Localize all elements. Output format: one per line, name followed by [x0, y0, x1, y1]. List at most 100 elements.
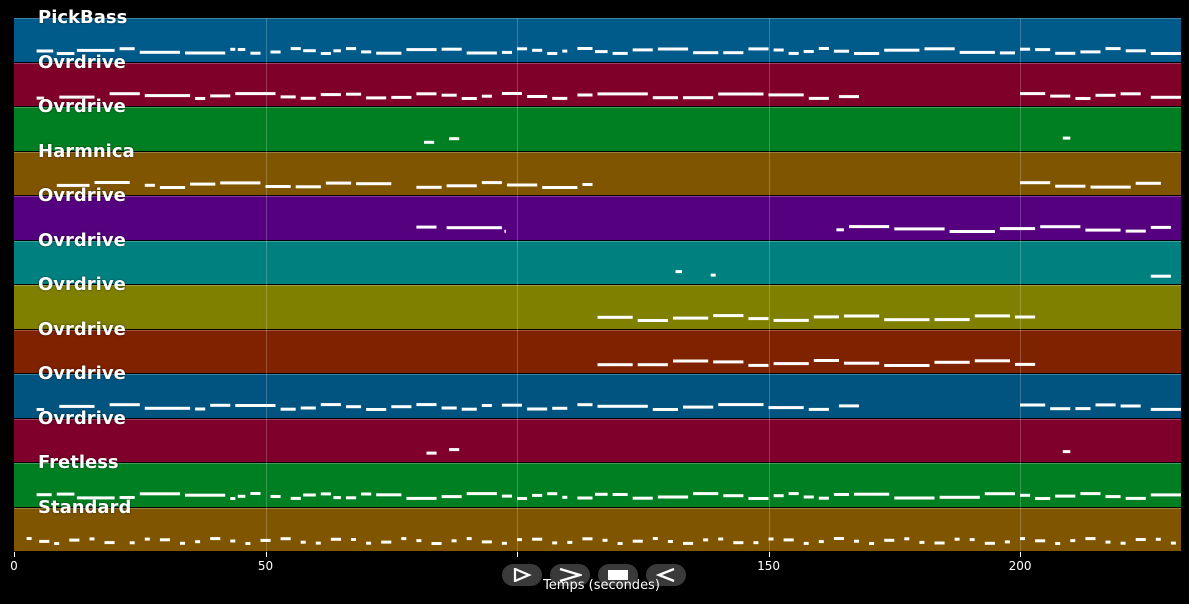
note-segment [416, 185, 442, 189]
note-segment [320, 52, 331, 55]
note-segment [582, 536, 593, 540]
note-segment [76, 48, 115, 52]
note-segment [315, 541, 321, 545]
note-segment [381, 540, 392, 544]
note-segment [119, 496, 135, 499]
play-button[interactable] [550, 564, 590, 586]
note-segment [818, 47, 829, 50]
note-segment [597, 315, 633, 319]
note-segment [1135, 537, 1146, 541]
track-row[interactable]: Ovrdrive [14, 319, 1181, 373]
note-segment [280, 407, 296, 411]
track-row[interactable]: Standard [14, 497, 1181, 551]
note-segment [333, 496, 341, 500]
note-segment [934, 318, 970, 322]
note-segment [104, 540, 115, 544]
note-segment [144, 93, 191, 97]
note-segment [693, 51, 719, 55]
note-segment [481, 404, 492, 407]
track-row[interactable]: Ovrdrive [14, 230, 1181, 284]
note-segment [346, 405, 362, 409]
note-segment [1070, 538, 1076, 542]
note-segment [1062, 136, 1071, 140]
note-segment [597, 91, 648, 95]
note-segment [431, 541, 442, 545]
track-row[interactable]: Ovrdrive [14, 275, 1181, 329]
play-selection-button[interactable] [502, 564, 542, 586]
note-segment [788, 492, 799, 496]
note-segment [366, 541, 372, 545]
track-label: Fretless [38, 452, 119, 473]
note-segment [250, 51, 261, 55]
note-segment [577, 47, 593, 50]
track-notes [424, 136, 1071, 144]
note-segment [1015, 362, 1036, 366]
note-segment [295, 184, 321, 188]
note-segment [833, 536, 844, 540]
note-segment [195, 539, 201, 543]
note-segment [813, 358, 839, 362]
note-segment [1050, 94, 1071, 98]
track-notes [597, 314, 1036, 322]
track-row[interactable]: Ovrdrive [14, 408, 1181, 462]
note-segment [1075, 96, 1091, 100]
note-segment [632, 496, 653, 500]
track-row[interactable]: Ovrdrive [14, 97, 1181, 151]
note-segment [466, 492, 497, 496]
note-segment [333, 49, 341, 53]
note-segment [1020, 536, 1025, 540]
rewind-button[interactable] [646, 564, 686, 586]
track-row[interactable]: Fretless [14, 453, 1181, 507]
note-segment [144, 183, 155, 187]
track-row[interactable]: Ovrdrive [14, 364, 1181, 418]
note-segment [1050, 407, 1071, 411]
note-segment [552, 406, 568, 410]
track-row[interactable]: Ovrdrive [14, 52, 1181, 106]
note-segment [1095, 93, 1116, 97]
track-row[interactable]: PickBass [14, 8, 1181, 62]
note-segment [159, 185, 186, 189]
note-segment [195, 407, 206, 411]
track-label: Harmnica [38, 140, 135, 162]
note-segment [235, 404, 276, 407]
track-plot-area[interactable]: PickBass Ovrdrive Ovrdrive Harmnica Ovrdrive… [14, 8, 1181, 552]
note-segment [854, 52, 880, 55]
note-segment [441, 495, 462, 499]
note-segment [768, 537, 774, 540]
note-segment [481, 539, 492, 543]
note-segment [673, 316, 709, 320]
note-segment [210, 93, 231, 97]
track-row[interactable]: Harmnica [14, 141, 1181, 195]
note-segment [56, 492, 75, 496]
x-tick [517, 552, 519, 557]
stop-button[interactable] [598, 564, 638, 586]
note-segment [768, 92, 804, 96]
note-segment [56, 52, 75, 55]
note-segment [768, 406, 804, 410]
note-segment [723, 51, 744, 55]
note-segment [1062, 449, 1071, 453]
note-segment [280, 536, 291, 540]
note-segment [1120, 404, 1141, 408]
note-segment [346, 496, 357, 500]
track-label: Ovrdrive [38, 51, 126, 73]
note-segment [567, 540, 573, 544]
note-segment [391, 95, 412, 99]
note-segment [683, 405, 714, 409]
transport-controls [502, 564, 686, 586]
track-row[interactable]: Ovrdrive [14, 186, 1181, 240]
note-segment [1040, 225, 1081, 229]
note-segment [1150, 407, 1181, 411]
note-segment [501, 494, 512, 498]
note-segment [577, 496, 593, 500]
note-segment [320, 92, 341, 96]
note-segment [109, 403, 140, 407]
note-segment [481, 94, 492, 98]
note-segment [637, 319, 668, 322]
note-segment [56, 183, 90, 187]
note-segment [612, 493, 628, 496]
note-segment [657, 495, 689, 499]
note-segment [854, 539, 859, 543]
track-label: PickBass [38, 7, 128, 28]
